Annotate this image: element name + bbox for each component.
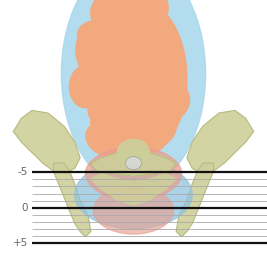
Ellipse shape xyxy=(69,66,101,108)
Ellipse shape xyxy=(85,147,182,200)
Ellipse shape xyxy=(93,187,174,234)
Ellipse shape xyxy=(83,21,147,74)
Polygon shape xyxy=(176,163,214,237)
Ellipse shape xyxy=(91,0,187,158)
Ellipse shape xyxy=(86,120,138,158)
Ellipse shape xyxy=(125,156,142,170)
Polygon shape xyxy=(13,110,80,174)
Ellipse shape xyxy=(77,21,109,47)
Text: +5: +5 xyxy=(13,238,28,248)
Ellipse shape xyxy=(117,139,150,166)
Ellipse shape xyxy=(99,0,168,37)
Polygon shape xyxy=(91,174,176,205)
Ellipse shape xyxy=(75,160,192,229)
Polygon shape xyxy=(53,163,91,237)
Ellipse shape xyxy=(91,0,144,37)
Ellipse shape xyxy=(61,0,206,189)
Text: 0: 0 xyxy=(22,203,28,213)
Ellipse shape xyxy=(83,42,109,63)
Text: -5: -5 xyxy=(18,167,28,177)
Ellipse shape xyxy=(88,95,125,126)
Ellipse shape xyxy=(76,30,116,86)
Ellipse shape xyxy=(131,76,190,124)
Ellipse shape xyxy=(91,95,166,147)
Polygon shape xyxy=(91,150,176,176)
Ellipse shape xyxy=(104,8,163,55)
Ellipse shape xyxy=(112,103,176,150)
Polygon shape xyxy=(187,110,254,174)
